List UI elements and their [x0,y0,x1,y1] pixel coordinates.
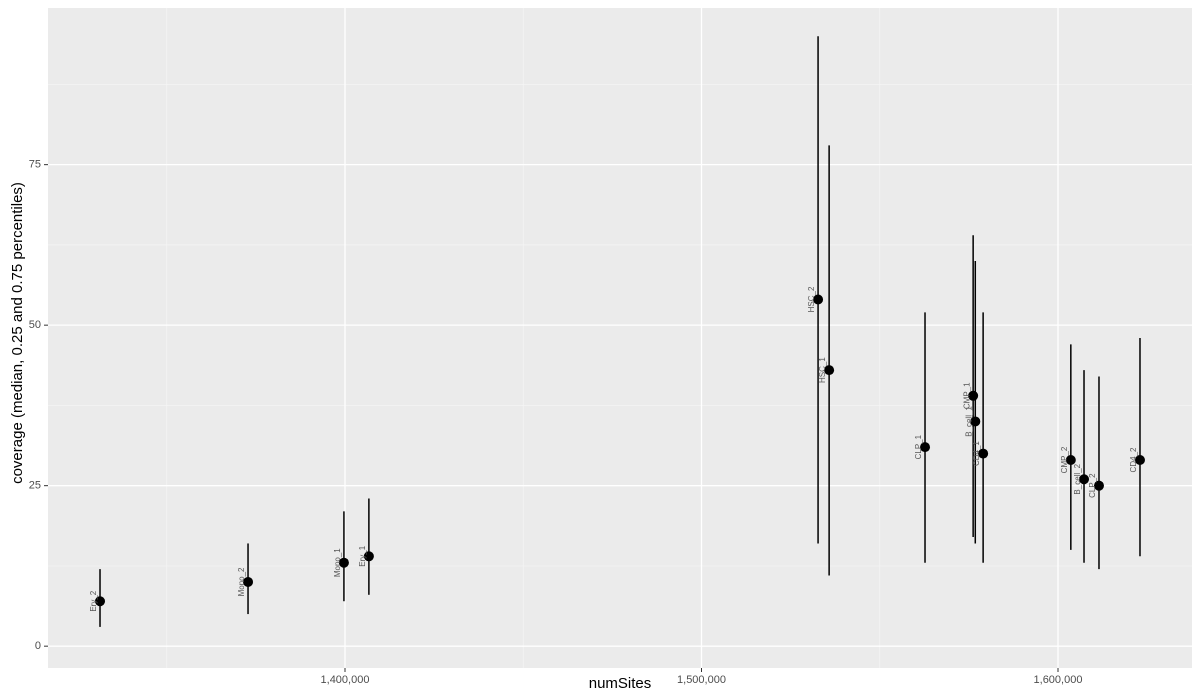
point-label: CD4_2 [1129,447,1138,472]
point-label: Ery_1 [358,545,367,566]
point-label: HSC_1 [818,357,827,383]
point-label: Ery_2 [89,590,98,611]
point-label: B_cell_1 [964,406,973,437]
point [243,576,254,587]
x-tick-label: 1,500,000 [677,674,726,686]
point-label: CD4_1 [972,441,981,466]
point [363,551,374,562]
point-label: CMP_2 [1060,446,1069,473]
y-tick-label: 50 [29,319,41,331]
plot-panel [48,8,1192,668]
point-label: Mono_2 [237,567,246,596]
point [813,294,824,305]
y-tick-label: 75 [29,159,41,171]
point-label: CLP_2 [1088,473,1097,498]
x-axis-title: numSites [589,675,652,692]
point [95,596,106,607]
point-label: CLP_1 [914,434,923,459]
point-label: HSC_2 [807,286,816,312]
point [824,365,835,376]
y-axis-title: coverage (median, 0.25 and 0.75 percenti… [9,182,26,484]
point [1093,480,1104,491]
x-tick-label: 1,400,000 [321,674,370,686]
point [1134,454,1145,465]
y-tick-label: 25 [29,480,41,492]
x-tick-label: 1,600,000 [1034,674,1083,686]
point [1079,474,1090,485]
point-label: CMP_1 [962,382,971,409]
point [1065,454,1076,465]
point-label: B_cell_2 [1073,463,1082,494]
y-tick-label: 0 [35,640,41,652]
point [920,442,931,453]
point [978,448,989,459]
point [338,557,349,568]
point-label: Mono_1 [333,548,342,577]
point [970,416,981,427]
